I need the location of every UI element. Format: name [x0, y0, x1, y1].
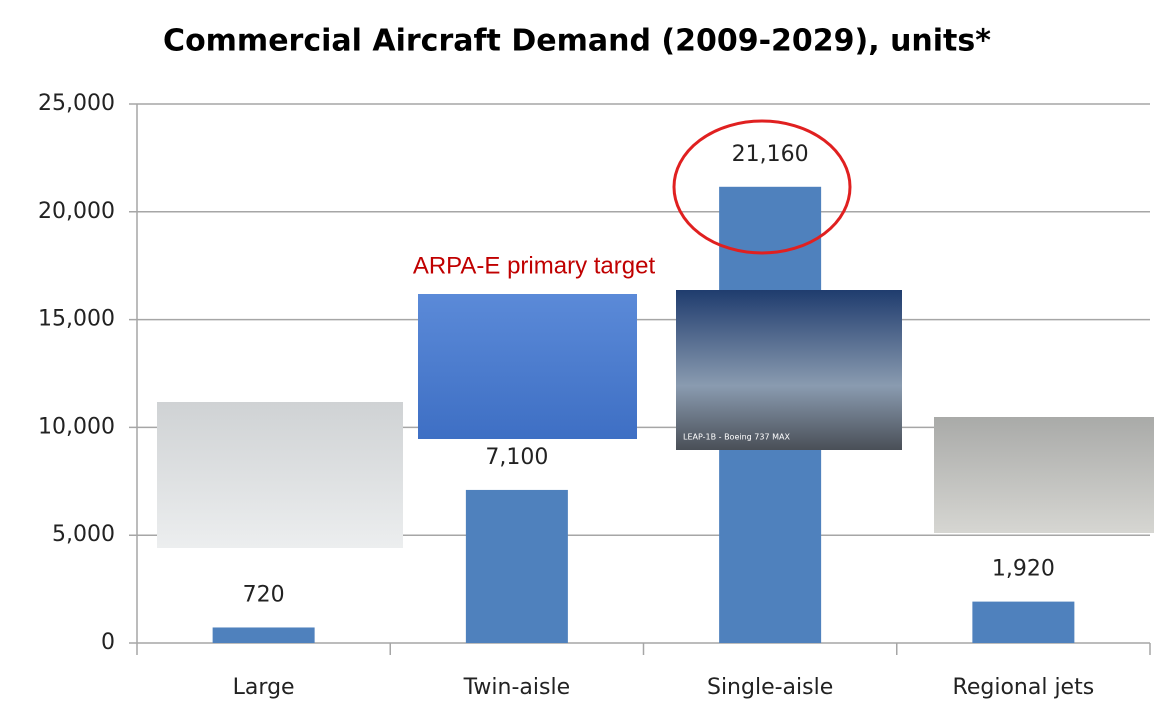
x-tick-label: Large	[233, 675, 295, 700]
aircraft-photo	[157, 402, 403, 548]
value-label: 7,100	[485, 445, 548, 470]
bar	[972, 601, 1075, 643]
x-tick-label: Regional jets	[953, 675, 1095, 700]
y-tick-label: 10,000	[38, 414, 115, 439]
aircraft-photo	[934, 417, 1154, 533]
image-caption: LEAP-1B - Boeing 737 MAX	[683, 433, 790, 442]
aircraft-photo	[676, 290, 902, 450]
chart-title: Commercial Aircraft Demand (2009-2029), …	[163, 24, 991, 59]
value-label: 720	[243, 582, 285, 607]
bar	[212, 627, 315, 643]
x-tick-label: Twin-aisle	[463, 675, 571, 700]
y-tick-label: 15,000	[38, 307, 115, 332]
highlight-ellipse	[672, 119, 852, 255]
y-tick-label: 25,000	[38, 91, 115, 116]
value-label: 1,920	[992, 557, 1055, 582]
value-label: 21,160	[732, 142, 809, 167]
bar	[465, 489, 568, 643]
y-tick-label: 0	[101, 630, 115, 655]
y-tick-label: 5,000	[52, 522, 115, 547]
annotation: ARPA-E primary target	[413, 252, 656, 279]
y-tick-label: 20,000	[38, 199, 115, 224]
aircraft-photo	[418, 294, 637, 439]
x-tick-label: Single-aisle	[707, 675, 833, 700]
